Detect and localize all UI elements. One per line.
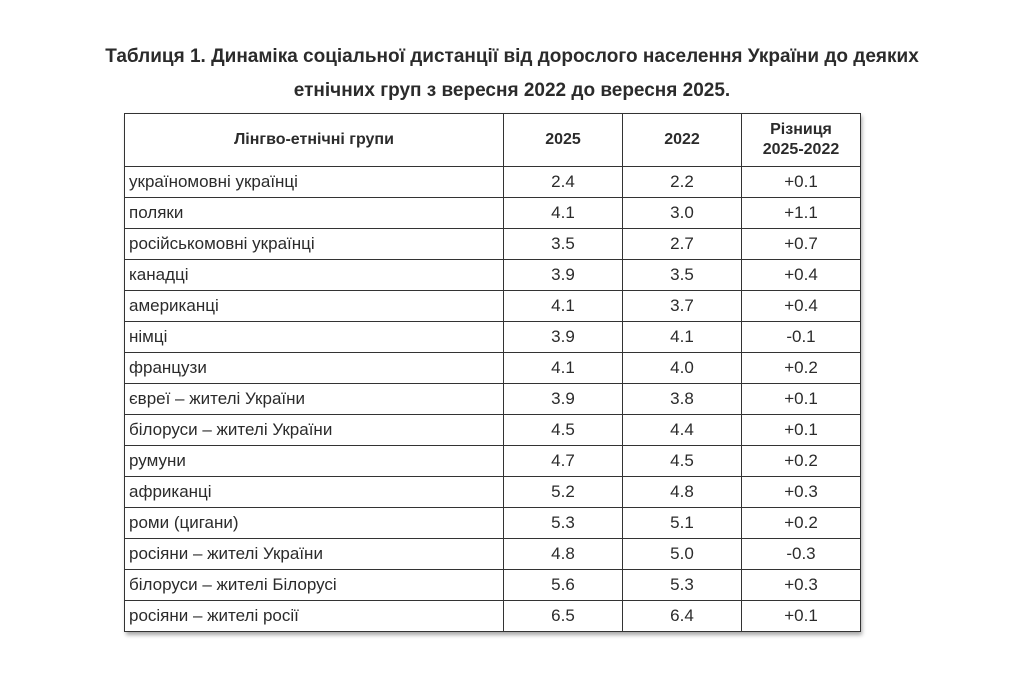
table-row: білоруси – жителі Білорусі 5.6 5.3 +0.3 xyxy=(124,569,861,601)
cell-2025: 3.9 xyxy=(503,321,623,353)
header-difference-line-2: 2025-2022 xyxy=(762,141,840,158)
cell-2022: 5.0 xyxy=(622,538,742,570)
cell-difference: +0.3 xyxy=(741,476,861,508)
cell-group: канадці xyxy=(124,259,504,291)
cell-group: україномовні українці xyxy=(124,166,504,198)
cell-2025: 2.4 xyxy=(503,166,623,198)
cell-2022: 5.3 xyxy=(622,569,742,601)
table-row: румуни 4.7 4.5 +0.2 xyxy=(124,445,861,477)
cell-2025: 4.5 xyxy=(503,414,623,446)
cell-group: поляки xyxy=(124,197,504,229)
cell-2025: 4.8 xyxy=(503,538,623,570)
table-row: російськомовні українці 3.5 2.7 +0.7 xyxy=(124,228,861,260)
table-caption-line-2: етнічних груп з вересня 2022 до вересня … xyxy=(293,80,731,101)
table-row: французи 4.1 4.0 +0.2 xyxy=(124,352,861,384)
cell-group: африканці xyxy=(124,476,504,508)
cell-2022: 4.4 xyxy=(622,414,742,446)
cell-2022: 2.2 xyxy=(622,166,742,198)
cell-2022: 2.7 xyxy=(622,228,742,260)
cell-2022: 5.1 xyxy=(622,507,742,539)
cell-difference: +0.7 xyxy=(741,228,861,260)
header-2022: 2022 xyxy=(622,113,742,167)
cell-2025: 5.2 xyxy=(503,476,623,508)
cell-group: білоруси – жителі Білорусі xyxy=(124,569,504,601)
cell-difference: -0.1 xyxy=(741,321,861,353)
cell-2022: 3.7 xyxy=(622,290,742,322)
table-row: канадці 3.9 3.5 +0.4 xyxy=(124,259,861,291)
cell-2025: 4.7 xyxy=(503,445,623,477)
cell-2025: 5.3 xyxy=(503,507,623,539)
cell-group: німці xyxy=(124,321,504,353)
header-difference-line-1: Різниця xyxy=(770,121,832,138)
cell-2022: 4.1 xyxy=(622,321,742,353)
table-body: україномовні українці 2.4 2.2 +0.1 поляки 4.1… xyxy=(124,166,861,632)
table-caption-line-1: Таблиця 1. Динаміка соціальної дистанції… xyxy=(105,46,919,67)
table-row: поляки 4.1 3.0 +1.1 xyxy=(124,197,861,229)
table-row: євреї – жителі України 3.9 3.8 +0.1 xyxy=(124,383,861,415)
cell-2025: 3.9 xyxy=(503,259,623,291)
cell-group: білоруси – жителі України xyxy=(124,414,504,446)
table-row: німці 3.9 4.1 -0.1 xyxy=(124,321,861,353)
table-row: білоруси – жителі України 4.5 4.4 +0.1 xyxy=(124,414,861,446)
social-distance-table: Лінгво-етнічні групи 2025 2022 Різниця 2… xyxy=(124,113,861,632)
cell-difference: +0.1 xyxy=(741,383,861,415)
table-row: американці 4.1 3.7 +0.4 xyxy=(124,290,861,322)
cell-group: роми (цигани) xyxy=(124,507,504,539)
cell-2022: 4.0 xyxy=(622,352,742,384)
cell-2025: 4.1 xyxy=(503,197,623,229)
table-row: росіяни – жителі росії 6.5 6.4 +0.1 xyxy=(124,600,861,632)
cell-group: російськомовні українці xyxy=(124,228,504,260)
cell-2022: 4.8 xyxy=(622,476,742,508)
cell-2025: 4.1 xyxy=(503,352,623,384)
cell-group: росіяни – жителі росії xyxy=(124,600,504,632)
table-row: африканці 5.2 4.8 +0.3 xyxy=(124,476,861,508)
cell-difference: +1.1 xyxy=(741,197,861,229)
cell-2022: 4.5 xyxy=(622,445,742,477)
cell-difference: +0.4 xyxy=(741,259,861,291)
cell-difference: +0.1 xyxy=(741,600,861,632)
data-table-container: Лінгво-етнічні групи 2025 2022 Різниця 2… xyxy=(124,113,861,632)
header-difference: Різниця 2025-2022 xyxy=(741,113,861,167)
cell-2025: 3.5 xyxy=(503,228,623,260)
table-caption: Таблиця 1. Динаміка соціальної дистанції… xyxy=(0,40,1024,108)
cell-2022: 3.0 xyxy=(622,197,742,229)
header-2025: 2025 xyxy=(503,113,623,167)
cell-difference: +0.4 xyxy=(741,290,861,322)
cell-2025: 5.6 xyxy=(503,569,623,601)
table-row: росіяни – жителі України 4.8 5.0 -0.3 xyxy=(124,538,861,570)
cell-difference: +0.2 xyxy=(741,445,861,477)
cell-difference: -0.3 xyxy=(741,538,861,570)
table-row: роми (цигани) 5.3 5.1 +0.2 xyxy=(124,507,861,539)
cell-2025: 6.5 xyxy=(503,600,623,632)
cell-2022: 3.5 xyxy=(622,259,742,291)
cell-difference: +0.3 xyxy=(741,569,861,601)
cell-group: американці xyxy=(124,290,504,322)
cell-group: французи xyxy=(124,352,504,384)
cell-difference: +0.1 xyxy=(741,166,861,198)
header-group: Лінгво-етнічні групи xyxy=(124,113,504,167)
cell-2022: 6.4 xyxy=(622,600,742,632)
cell-2022: 3.8 xyxy=(622,383,742,415)
table-row: україномовні українці 2.4 2.2 +0.1 xyxy=(124,166,861,198)
table-header-row: Лінгво-етнічні групи 2025 2022 Різниця 2… xyxy=(124,113,861,167)
cell-group: росіяни – жителі України xyxy=(124,538,504,570)
cell-group: румуни xyxy=(124,445,504,477)
cell-2025: 4.1 xyxy=(503,290,623,322)
cell-difference: +0.2 xyxy=(741,507,861,539)
cell-2025: 3.9 xyxy=(503,383,623,415)
cell-group: євреї – жителі України xyxy=(124,383,504,415)
cell-difference: +0.1 xyxy=(741,414,861,446)
cell-difference: +0.2 xyxy=(741,352,861,384)
